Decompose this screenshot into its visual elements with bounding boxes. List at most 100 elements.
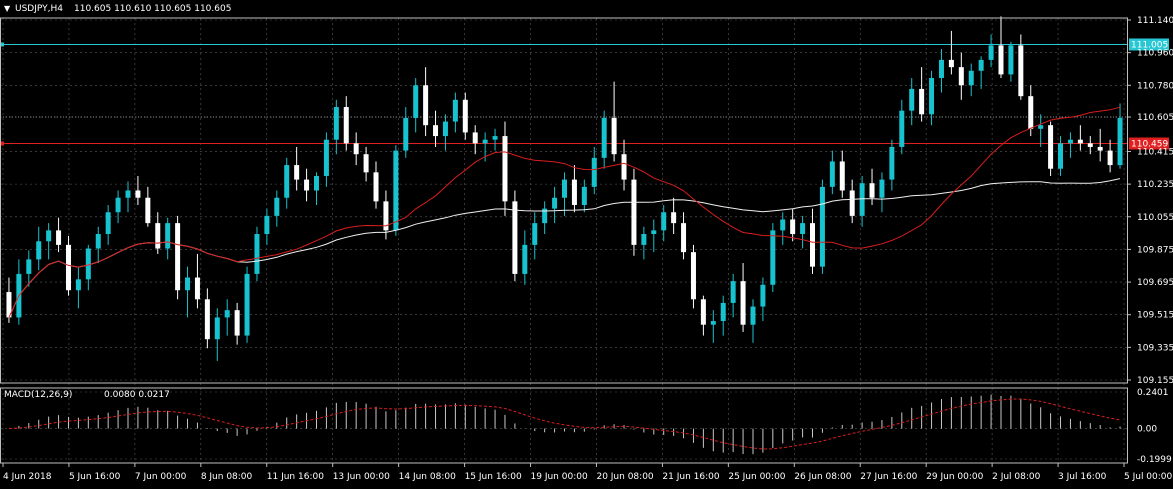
candle-body [621,154,627,180]
x-tick-label: 15 Jun 16:00 [465,472,522,482]
candle-body [115,197,121,213]
candle-body [760,284,766,307]
candle-body [859,183,865,216]
candle-body [690,252,696,300]
candle-body [631,179,637,245]
candle-body [839,161,845,191]
candle-body [879,179,885,198]
candle-body [1038,125,1044,129]
candle-body [532,223,538,245]
x-tick-label: 2 Jul 08:00 [992,472,1041,482]
hline-price-label: 111.005 [1131,40,1168,50]
x-tick-label: 4 Jun 2018 [3,472,52,482]
candle-body [849,190,855,216]
candle-body [671,212,677,224]
candle-body [26,259,32,274]
candle-body [909,88,915,111]
horizontal-lines[interactable]: 111.005 110.459 [0,38,1169,150]
macd-signal-line [8,398,1121,450]
macd-subwindow [8,394,1121,455]
dropdown-icon[interactable]: ▼ [4,4,11,13]
candle-body [919,88,925,115]
candle-body [591,157,597,187]
candle-body [442,121,448,137]
candle-body [1067,139,1073,144]
candle-body [978,59,984,71]
macd-values: 0.0080 0.0217 [104,390,170,400]
x-tick-label: 20 Jun 08:00 [596,472,653,482]
candle-body [284,165,290,198]
candle-body [234,310,240,336]
candle-body [1077,139,1083,144]
candle-body [254,234,260,274]
candle-body [988,45,994,60]
symbol-label: USDJPY,H4 [15,4,63,14]
hline-price-tag [1129,38,1169,51]
x-tick-label: 5 Jul 00:00 [1124,472,1173,482]
candle-body [274,197,280,216]
candle-body [1087,143,1093,147]
candle-body [502,136,508,202]
candle-body [938,59,944,79]
x-tick-label: 27 Jun 16:00 [860,472,917,482]
candle-body [244,273,250,336]
y-tick-label: 109.335 [1137,343,1173,353]
candle-body [512,201,518,274]
candle-body [482,139,488,144]
candle-body [562,179,567,198]
y-tick-label: 110.605 [1137,113,1173,123]
candle-body [829,161,835,187]
candle-body [155,223,161,249]
candle-body [135,190,141,198]
candle-body [611,117,617,155]
candle-body [462,99,468,133]
hline-price-label: 110.459 [1131,140,1168,150]
y-tick-label: 110.055 [1137,213,1173,223]
candle-body [105,212,111,235]
y-tick-label: 109.515 [1137,311,1173,321]
candle-body [1058,143,1064,169]
candle-body [700,299,706,325]
x-tick-label: 26 Jun 08:00 [794,472,851,482]
candle-body [1107,150,1113,166]
hline-anchor[interactable] [0,42,4,47]
macd-y-tick-label: 0.2401 [1137,388,1169,398]
candle-body [165,223,171,249]
candle-body [810,223,816,267]
candle-body [889,146,895,180]
x-tick-label: 21 Jun 16:00 [662,472,719,482]
candle-body [790,219,796,235]
candle-body [780,219,786,231]
axes: 111.140 110.960 110.780 110.605 110.415 110.2… [0,16,1173,482]
candle-body [929,78,935,115]
candle-body [571,179,577,205]
x-tick-label: 14 Jun 08:00 [399,472,456,482]
candle-body [1028,96,1034,129]
candle-body [333,107,339,140]
main-frame [0,17,1128,384]
ohlc-values: 110.605 110.610 110.605 110.605 [74,4,231,14]
candle-body [185,277,191,291]
candle-body [710,321,716,325]
candle-body [6,292,12,318]
candle-body [651,230,657,235]
candle-body [204,299,210,340]
hline-anchor[interactable] [0,141,4,146]
macd-label: MACD(12,26,9) [4,390,72,400]
candle-body [492,136,498,140]
y-tick-label: 110.415 [1137,147,1173,157]
candle-body [194,277,200,300]
candle-body [452,99,458,122]
grid-lines [0,18,1127,463]
candle-body [552,197,558,209]
hline-price-tag [1129,137,1169,150]
x-tick-label: 11 Jun 16:00 [267,472,324,482]
candle-body [681,223,687,253]
moving-averages [8,106,1121,318]
candle-body [819,186,825,267]
candle-body [264,215,270,235]
candle-body [1008,45,1014,75]
candle-body [998,45,1004,75]
macd-y-tick-label: 0.00 [1137,425,1157,435]
